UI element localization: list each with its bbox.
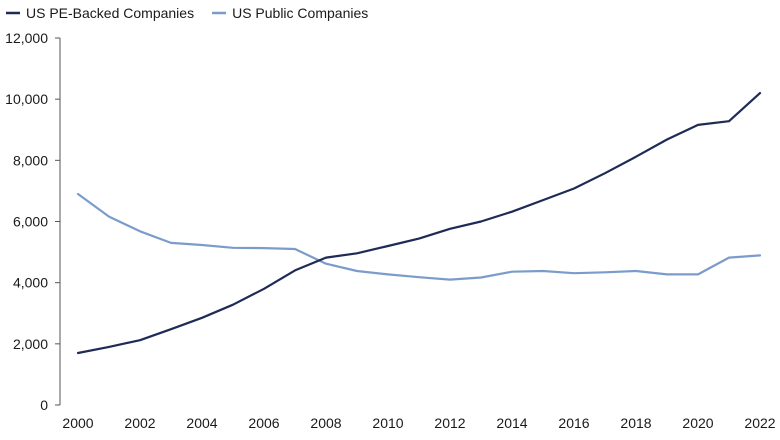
y-tick-label: 12,000 <box>5 30 48 46</box>
x-tick-label: 2006 <box>248 415 279 431</box>
x-tick-label: 2002 <box>124 415 155 431</box>
x-tick-label: 2022 <box>744 415 775 431</box>
x-tick-label: 2000 <box>62 415 93 431</box>
y-tick-label: 8,000 <box>13 152 48 168</box>
legend: US PE-Backed Companies US Public Companie… <box>6 5 368 21</box>
y-tick-label: 4,000 <box>13 275 48 291</box>
x-tick-label: 2016 <box>558 415 589 431</box>
x-tick-label: 2012 <box>434 415 465 431</box>
y-tick-label: 10,000 <box>5 91 48 107</box>
x-tick-label: 2018 <box>620 415 651 431</box>
x-tick-label: 2020 <box>682 415 713 431</box>
x-axis-ticks: 2000 2002 2004 2006 2008 2010 2012 2014 2016 2018… <box>62 415 775 431</box>
x-tick-label: 2004 <box>186 415 217 431</box>
series-layer <box>76 91 762 355</box>
x-tick-label: 2010 <box>372 415 403 431</box>
y-tick-label: 6,000 <box>13 214 48 230</box>
x-tick-label: 2008 <box>310 415 341 431</box>
series-line-us-public-companies <box>76 192 762 281</box>
legend-label-us-pe-backed-companies: US PE-Backed Companies <box>26 5 194 21</box>
y-axis-ticks: 0 2,000 4,000 6,000 8,000 10,000 12,000 <box>5 30 60 413</box>
y-tick-label: 2,000 <box>13 336 48 352</box>
y-tick-label: 0 <box>40 397 48 413</box>
legend-label-us-public-companies: US Public Companies <box>232 5 368 21</box>
x-tick-label: 2014 <box>496 415 527 431</box>
series-line-us-pe-backed-companies <box>76 91 762 355</box>
